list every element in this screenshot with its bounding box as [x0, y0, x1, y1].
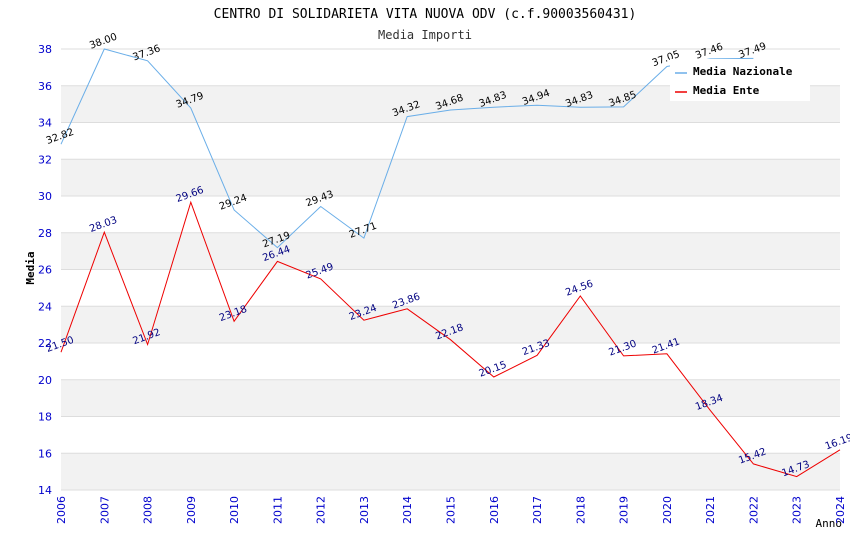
x-tick-label: 2011: [271, 496, 284, 524]
x-tick-label: 2015: [445, 496, 458, 524]
y-axis-label: Media: [24, 251, 37, 284]
x-tick-label: 2017: [531, 496, 544, 524]
grid-band: [61, 232, 840, 270]
x-tick-label: 2014: [401, 496, 414, 524]
legend-label-media-nazionale: Media Nazionale: [693, 65, 793, 78]
x-tick-label: 2007: [98, 496, 111, 524]
y-tick-label: 32: [38, 153, 52, 166]
y-tick-label: 18: [38, 411, 52, 424]
x-tick-label: 2020: [661, 496, 674, 524]
y-tick-label: 28: [38, 227, 52, 240]
grid-band: [61, 306, 840, 343]
y-tick-label: 38: [38, 43, 52, 56]
grid-band: [61, 379, 840, 417]
y-tick-label: 14: [38, 484, 52, 497]
grid-band: [61, 416, 840, 454]
y-tick-label: 16: [38, 447, 52, 460]
x-tick-label: 2010: [228, 496, 241, 524]
x-tick-label: 2016: [488, 496, 501, 524]
x-tick-label: 2013: [358, 496, 371, 524]
x-tick-label: 2021: [704, 496, 717, 524]
x-tick-label: 2012: [315, 496, 328, 524]
x-tick-label: 2022: [747, 496, 760, 524]
legend-box: [670, 59, 810, 101]
chart-title: CENTRO DI SOLIDARIETA VITA NUOVA ODV (c.…: [214, 7, 637, 22]
x-tick-label: 2019: [618, 496, 631, 524]
y-tick-label: 20: [38, 374, 52, 387]
y-tick-label: 34: [38, 117, 52, 130]
x-tick-label: 2024: [834, 496, 847, 524]
grid-band: [61, 159, 840, 196]
grid-band: [61, 122, 840, 160]
legend-label-media-ente: Media Ente: [693, 84, 760, 97]
x-tick-label: 2008: [142, 496, 155, 524]
grid-band: [61, 269, 840, 307]
x-tick-label: 2009: [185, 496, 198, 524]
y-tick-label: 24: [38, 300, 52, 313]
series-line-media-nazionale: [60, 48, 754, 249]
legend: Media Nazionale Media Ente: [670, 59, 810, 101]
y-tick-label: 30: [38, 190, 52, 203]
chart-subtitle: Media Importi: [378, 28, 472, 42]
grid-band: [61, 453, 840, 490]
y-tick-label: 22: [38, 337, 52, 350]
grid-band: [61, 343, 840, 380]
x-tick-label: 2018: [574, 496, 587, 524]
y-tick-label: 26: [38, 264, 52, 277]
x-tick-label: 2023: [791, 496, 804, 524]
x-tick-label: 2006: [55, 496, 68, 524]
y-tick-label: 36: [38, 80, 52, 93]
x-axis-label: Anno: [816, 517, 843, 530]
series-line-media-ente: [60, 200, 841, 478]
